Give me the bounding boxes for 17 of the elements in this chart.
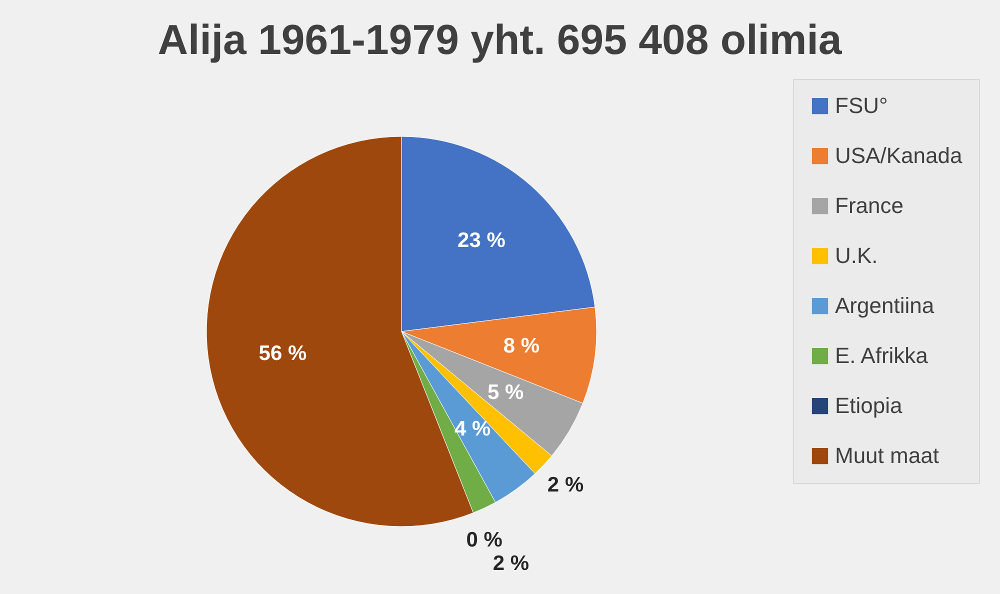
data-label: 4 % bbox=[454, 417, 491, 440]
legend-label: FSU° bbox=[835, 93, 888, 118]
chart-title: Alija 1961-1979 yht. 695 408 olimia bbox=[158, 16, 842, 63]
legend-label: USA/Kanada bbox=[835, 143, 963, 168]
legend-label: Argentiina bbox=[835, 293, 935, 318]
text: 0 % bbox=[466, 528, 502, 552]
legend-label: U.K. bbox=[835, 243, 878, 268]
data-label: 8 % bbox=[503, 334, 540, 358]
data-label: 56 % bbox=[258, 342, 307, 366]
legend-label: Muut maat bbox=[835, 443, 939, 468]
legend-label: Etiopia bbox=[835, 393, 904, 418]
legend-label: France bbox=[835, 193, 904, 218]
legend-label: E. Afrikka bbox=[835, 343, 929, 368]
data-label: 5 % bbox=[487, 381, 524, 404]
data-label: 2 % bbox=[492, 552, 530, 576]
data-label: 2 % bbox=[547, 474, 584, 497]
data-label: 23 % bbox=[458, 228, 506, 252]
